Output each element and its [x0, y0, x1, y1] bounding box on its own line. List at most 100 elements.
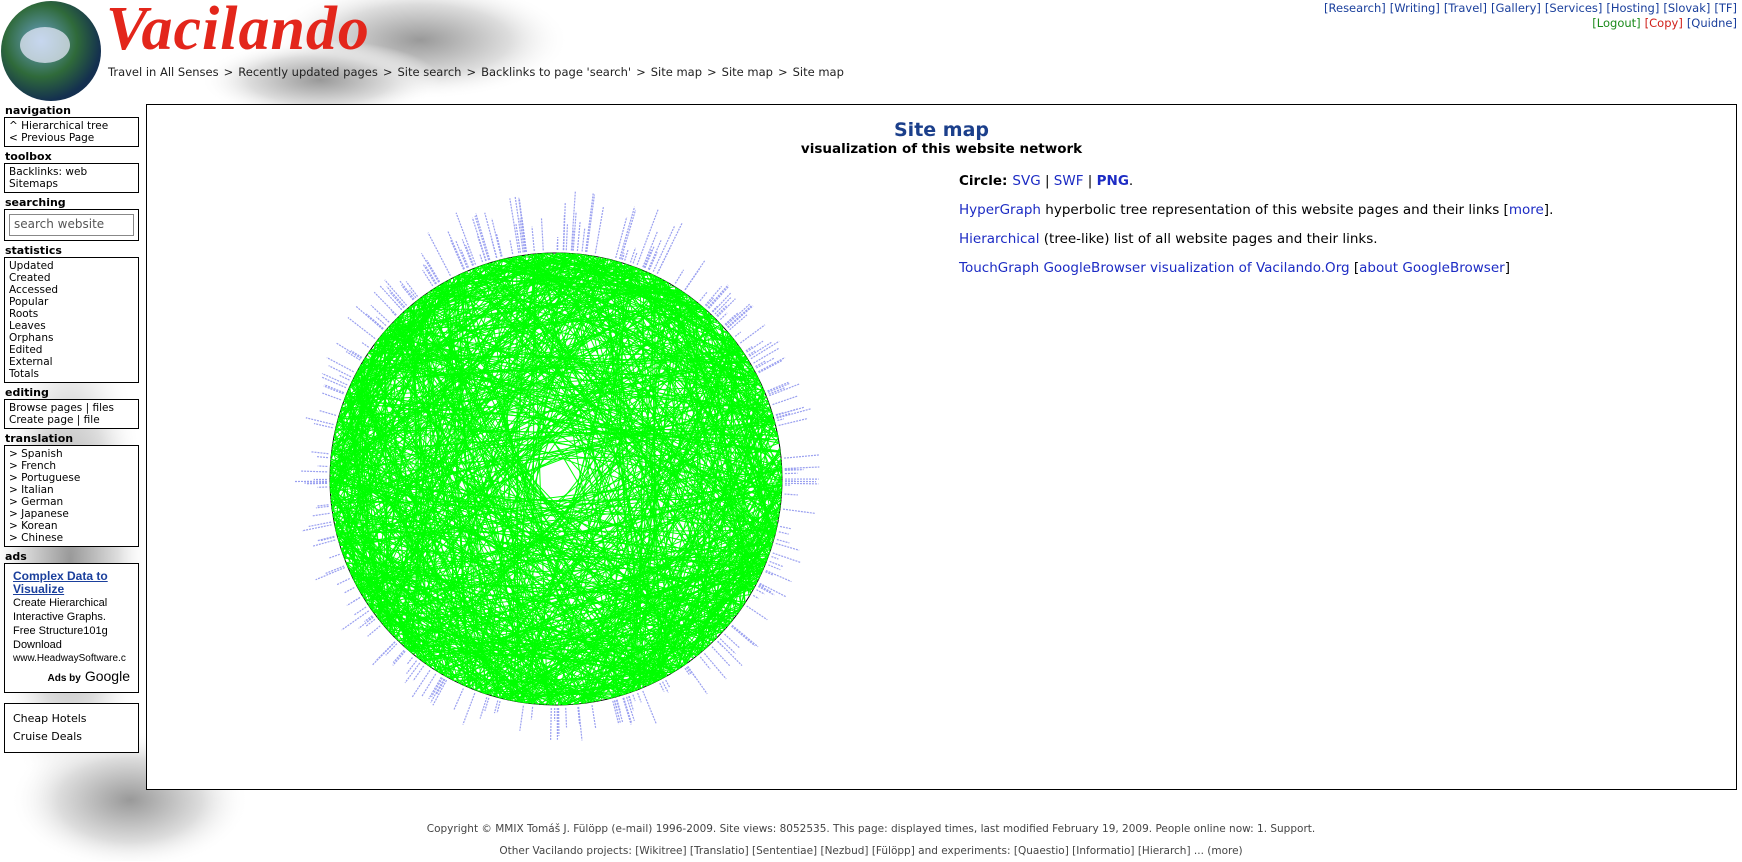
sidebar-link[interactable]: > Korean	[9, 520, 134, 532]
extra-link[interactable]: Cruise Deals	[13, 728, 130, 746]
node-label	[353, 597, 360, 602]
sidebar-link[interactable]: Popular	[9, 296, 134, 308]
node-label	[431, 679, 444, 703]
top-link[interactable]: [Hosting]	[1606, 1, 1659, 15]
node-label	[595, 206, 603, 253]
sidebar-link[interactable]: Accessed	[9, 284, 134, 296]
breadcrumb-link[interactable]: Backlinks to page 'search'	[481, 65, 631, 79]
sidebar-link[interactable]: > Portuguese	[9, 472, 134, 484]
sidebar-link[interactable]: > Italian	[9, 484, 134, 496]
sidebar-link[interactable]: Updated	[9, 260, 134, 272]
text-link[interactable]: SWF	[1054, 173, 1084, 189]
sidebar-link[interactable]: Sitemaps	[9, 178, 134, 190]
text-link[interactable]: PNG	[1097, 173, 1129, 189]
sidebar-link[interactable]: < Previous Page	[9, 132, 134, 144]
paragraph: HyperGraph hyperbolic tree representatio…	[959, 196, 1553, 225]
text: |	[1041, 173, 1054, 189]
top-link[interactable]: [Quidne]	[1687, 16, 1737, 30]
node-label	[720, 313, 727, 320]
node-label	[520, 706, 524, 731]
ads-by-label[interactable]: Ads by	[48, 673, 81, 684]
ad-title[interactable]: Complex Data to Visualize	[13, 569, 108, 596]
sidebar-link[interactable]: > German	[9, 496, 134, 508]
text-link[interactable]: HyperGraph	[959, 202, 1041, 218]
node-label	[492, 219, 501, 257]
extra-link[interactable]: Cheap Hotels	[13, 710, 130, 728]
sidebar-link[interactable]: > Chinese	[9, 532, 134, 544]
top-link[interactable]: [Logout]	[1592, 16, 1640, 30]
node-label	[713, 293, 731, 312]
breadcrumb-link[interactable]: Site map	[651, 65, 702, 79]
sidebar-link[interactable]: > French	[9, 460, 134, 472]
sidebar-link[interactable]: Totals	[9, 368, 134, 380]
sidebar-link[interactable]: > Spanish	[9, 448, 134, 460]
top-link[interactable]: [Slovak]	[1663, 1, 1710, 15]
text-link[interactable]: TouchGraph GoogleBrowser visualization o…	[959, 260, 1350, 276]
node-label	[749, 342, 771, 356]
node-label	[316, 568, 345, 580]
breadcrumb-link[interactable]: Recently updated pages	[238, 65, 378, 79]
sidebar-link[interactable]: Orphans	[9, 332, 134, 344]
top-link[interactable]: [Gallery]	[1491, 1, 1541, 15]
sidebar-link[interactable]: ^ Hierarchical tree	[9, 120, 134, 132]
sidebar-link[interactable]: Edited	[9, 344, 134, 356]
node-label	[348, 318, 375, 339]
node-label	[785, 470, 804, 471]
top-link[interactable]: [Research]	[1324, 1, 1386, 15]
paragraph: Hierarchical (tree-like) list of all web…	[959, 225, 1553, 254]
node-label	[485, 698, 489, 711]
node-label	[336, 343, 361, 358]
sidebar-link[interactable]: Backlinks: web	[9, 166, 134, 178]
node-label	[779, 532, 789, 534]
node-label	[633, 695, 635, 701]
text: ]	[1505, 260, 1510, 276]
node-label	[354, 607, 366, 615]
node-label	[785, 467, 820, 469]
text-link[interactable]: SVG	[1012, 173, 1040, 189]
top-link[interactable]: [Writing]	[1390, 1, 1440, 15]
top-links: [Research] [Writing] [Travel] [Gallery] [Ser…	[1320, 1, 1737, 31]
search-input[interactable]: search website	[9, 214, 134, 236]
section-title: navigation	[4, 104, 139, 117]
node-label	[768, 384, 789, 393]
sidebar-link[interactable]: > Japanese	[9, 508, 134, 520]
content-box: Site map visualization of this website n…	[146, 104, 1737, 790]
sidebar-link[interactable]: Create page | file	[9, 414, 134, 426]
node-label	[351, 351, 362, 358]
breadcrumb-link[interactable]: Site search	[398, 65, 462, 79]
node-label	[773, 553, 801, 562]
sidebar-link[interactable]: External	[9, 356, 134, 368]
text-link[interactable]: about GoogleBrowser	[1359, 260, 1505, 276]
sidebar-link[interactable]: Leaves	[9, 320, 134, 332]
logo[interactable]: Vacilando	[106, 0, 370, 65]
ad-url[interactable]: www.HeadwaySoftware.c	[13, 652, 130, 666]
breadcrumb-link[interactable]: Site map	[793, 65, 844, 79]
node-label	[496, 233, 502, 256]
top-link[interactable]: [TF]	[1714, 1, 1737, 15]
breadcrumb-link[interactable]: Travel in All Senses	[108, 65, 219, 79]
google-label[interactable]: Google	[85, 668, 130, 684]
top-link[interactable]: [Travel]	[1444, 1, 1487, 15]
text: Circle:	[959, 173, 1007, 189]
breadcrumb-link[interactable]: Site map	[722, 65, 773, 79]
top-link[interactable]: [Services]	[1545, 1, 1602, 15]
node-label	[675, 270, 683, 284]
top-links-row: [Logout] [Copy] [Quidne]	[1320, 16, 1737, 31]
node-label	[637, 209, 658, 265]
node-label	[566, 708, 567, 728]
top-link[interactable]: [Copy]	[1645, 16, 1683, 30]
text-link[interactable]: Hierarchical	[959, 231, 1039, 247]
links-list: Circle:SVG | SWF | PNG.HyperGraph hyperb…	[959, 167, 1553, 283]
node-label	[300, 471, 327, 472]
sidebar-link[interactable]: Created	[9, 272, 134, 284]
sidebar-link[interactable]: Roots	[9, 308, 134, 320]
sidebar-link[interactable]: Browse pages | files	[9, 402, 134, 414]
node-label	[780, 526, 791, 528]
text-link[interactable]: more	[1509, 202, 1544, 218]
node-label	[756, 590, 764, 594]
